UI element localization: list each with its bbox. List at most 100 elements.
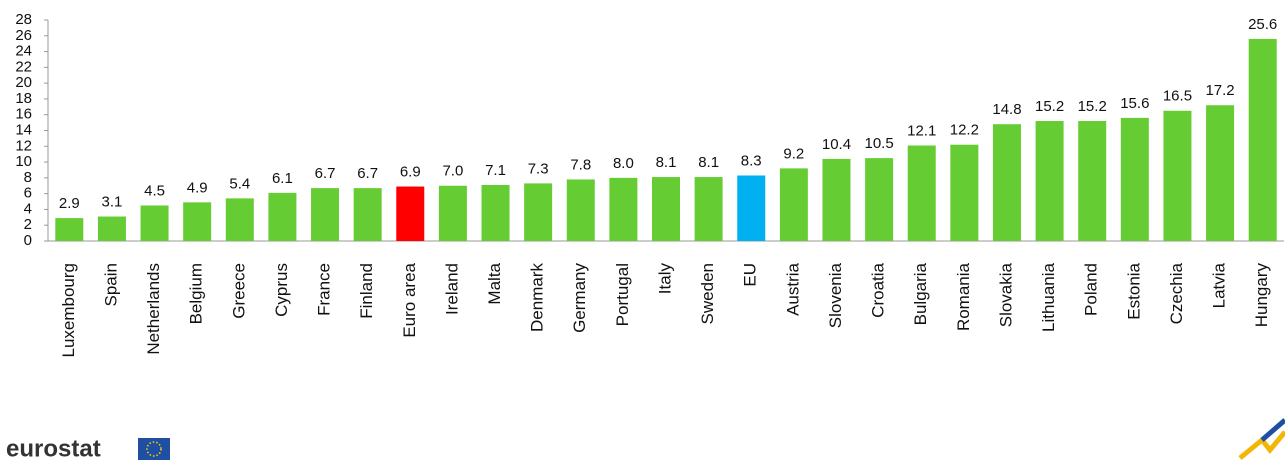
x-tick-label: Croatia	[869, 262, 888, 317]
y-tick-label: 8	[24, 169, 32, 186]
bar	[311, 188, 340, 241]
bar	[1206, 105, 1235, 241]
value-label: 3.1	[102, 194, 123, 211]
bar	[97, 216, 126, 241]
x-tick-label: Malta	[485, 262, 504, 304]
x-tick-label: Bulgaria	[911, 262, 930, 325]
x-tick-label: France	[315, 263, 334, 316]
bar	[396, 186, 425, 241]
x-tick-label: Sweden	[698, 263, 717, 324]
y-tick-label: 4	[24, 200, 32, 217]
value-label: 7.0	[442, 163, 463, 180]
x-tick-label: Lithuania	[1039, 262, 1058, 332]
x-tick-label: Czechia	[1167, 262, 1186, 324]
x-tick-label: Greece	[229, 263, 248, 319]
x-tick-label: Austria	[783, 262, 802, 315]
value-label: 10.5	[865, 135, 894, 152]
value-label: 17.2	[1205, 82, 1234, 99]
x-tick-label: Poland	[1082, 263, 1101, 316]
bar	[438, 185, 467, 241]
y-tick-label: 16	[15, 106, 32, 123]
corner-logo	[1238, 430, 1285, 460]
x-tick-label: Euro area	[400, 262, 419, 337]
value-label: 7.1	[485, 162, 506, 179]
x-tick-label: Estonia	[1124, 262, 1143, 319]
y-tick-label: 6	[24, 185, 32, 202]
bar	[524, 183, 553, 241]
y-tick-label: 20	[15, 74, 32, 91]
value-label: 4.5	[144, 182, 165, 199]
x-tick-label: Denmark	[528, 263, 547, 332]
value-label: 7.8	[570, 156, 591, 173]
bar	[1035, 121, 1064, 241]
x-tick-label: Slovenia	[826, 262, 845, 328]
bar	[737, 175, 766, 241]
y-tick-label: 0	[24, 232, 32, 249]
value-label: 10.4	[822, 136, 851, 153]
x-tick-label: Slovakia	[996, 262, 1015, 327]
value-label: 6.7	[315, 165, 336, 182]
y-tick-label: 24	[15, 43, 32, 60]
y-tick-label: 18	[15, 90, 32, 107]
bar	[1120, 117, 1149, 241]
bar	[992, 124, 1021, 241]
value-label: 8.0	[613, 155, 634, 172]
y-tick-label: 28	[15, 11, 32, 28]
y-tick-label: 26	[15, 27, 32, 44]
value-label: 7.3	[528, 160, 549, 177]
bar	[822, 158, 851, 241]
bar	[225, 198, 254, 241]
corner-logo-blue	[1260, 418, 1285, 442]
bar	[566, 179, 595, 241]
x-tick-label: Ireland	[442, 263, 461, 315]
value-label: 2.9	[59, 195, 80, 212]
bar	[865, 158, 894, 241]
bar	[694, 177, 723, 241]
x-tick-label: Portugal	[613, 263, 632, 326]
y-tick-label: 22	[15, 58, 32, 75]
y-tick-label: 2	[24, 216, 32, 233]
value-label: 12.2	[950, 122, 979, 139]
x-tick-label: Italy	[655, 263, 674, 295]
value-label: 4.9	[187, 179, 208, 196]
bar	[1248, 38, 1277, 241]
x-tick-label: Spain	[101, 263, 120, 306]
bar	[481, 184, 510, 241]
value-label: 5.4	[229, 175, 250, 192]
y-tick-label: 14	[15, 121, 32, 138]
value-label: 15.2	[1035, 98, 1064, 115]
bar	[950, 144, 979, 241]
bar	[652, 177, 680, 241]
logo-text: eurostat	[6, 435, 101, 462]
bar	[55, 218, 84, 241]
x-tick-label: Netherlands	[144, 263, 163, 355]
y-tick-label: 10	[15, 153, 32, 170]
y-tick-label: 12	[15, 137, 32, 154]
bar	[183, 202, 212, 241]
value-label: 25.6	[1248, 16, 1277, 33]
bar	[1078, 121, 1107, 241]
x-tick-label: Cyprus	[272, 263, 291, 317]
bar	[353, 188, 382, 241]
x-tick-label: EU	[741, 263, 760, 287]
bar	[1163, 110, 1192, 242]
value-label: 15.6	[1120, 95, 1149, 112]
value-label: 15.2	[1078, 98, 1107, 115]
eu-flag	[138, 438, 170, 460]
bar	[140, 205, 169, 241]
x-tick-label: Hungary	[1252, 263, 1271, 328]
bar	[779, 168, 808, 241]
value-label: 8.3	[741, 152, 762, 169]
value-label: 12.1	[907, 122, 936, 139]
x-tick-label: Latvia	[1210, 262, 1229, 308]
value-label: 6.9	[400, 164, 421, 181]
value-label: 6.7	[357, 165, 378, 182]
bar	[268, 192, 297, 241]
x-tick-label: Germany	[570, 263, 589, 333]
x-tick-label: Romania	[954, 262, 973, 331]
value-label: 9.2	[783, 145, 804, 162]
value-label: 6.1	[272, 170, 293, 187]
bar	[609, 177, 638, 241]
value-label: 16.5	[1163, 88, 1192, 105]
